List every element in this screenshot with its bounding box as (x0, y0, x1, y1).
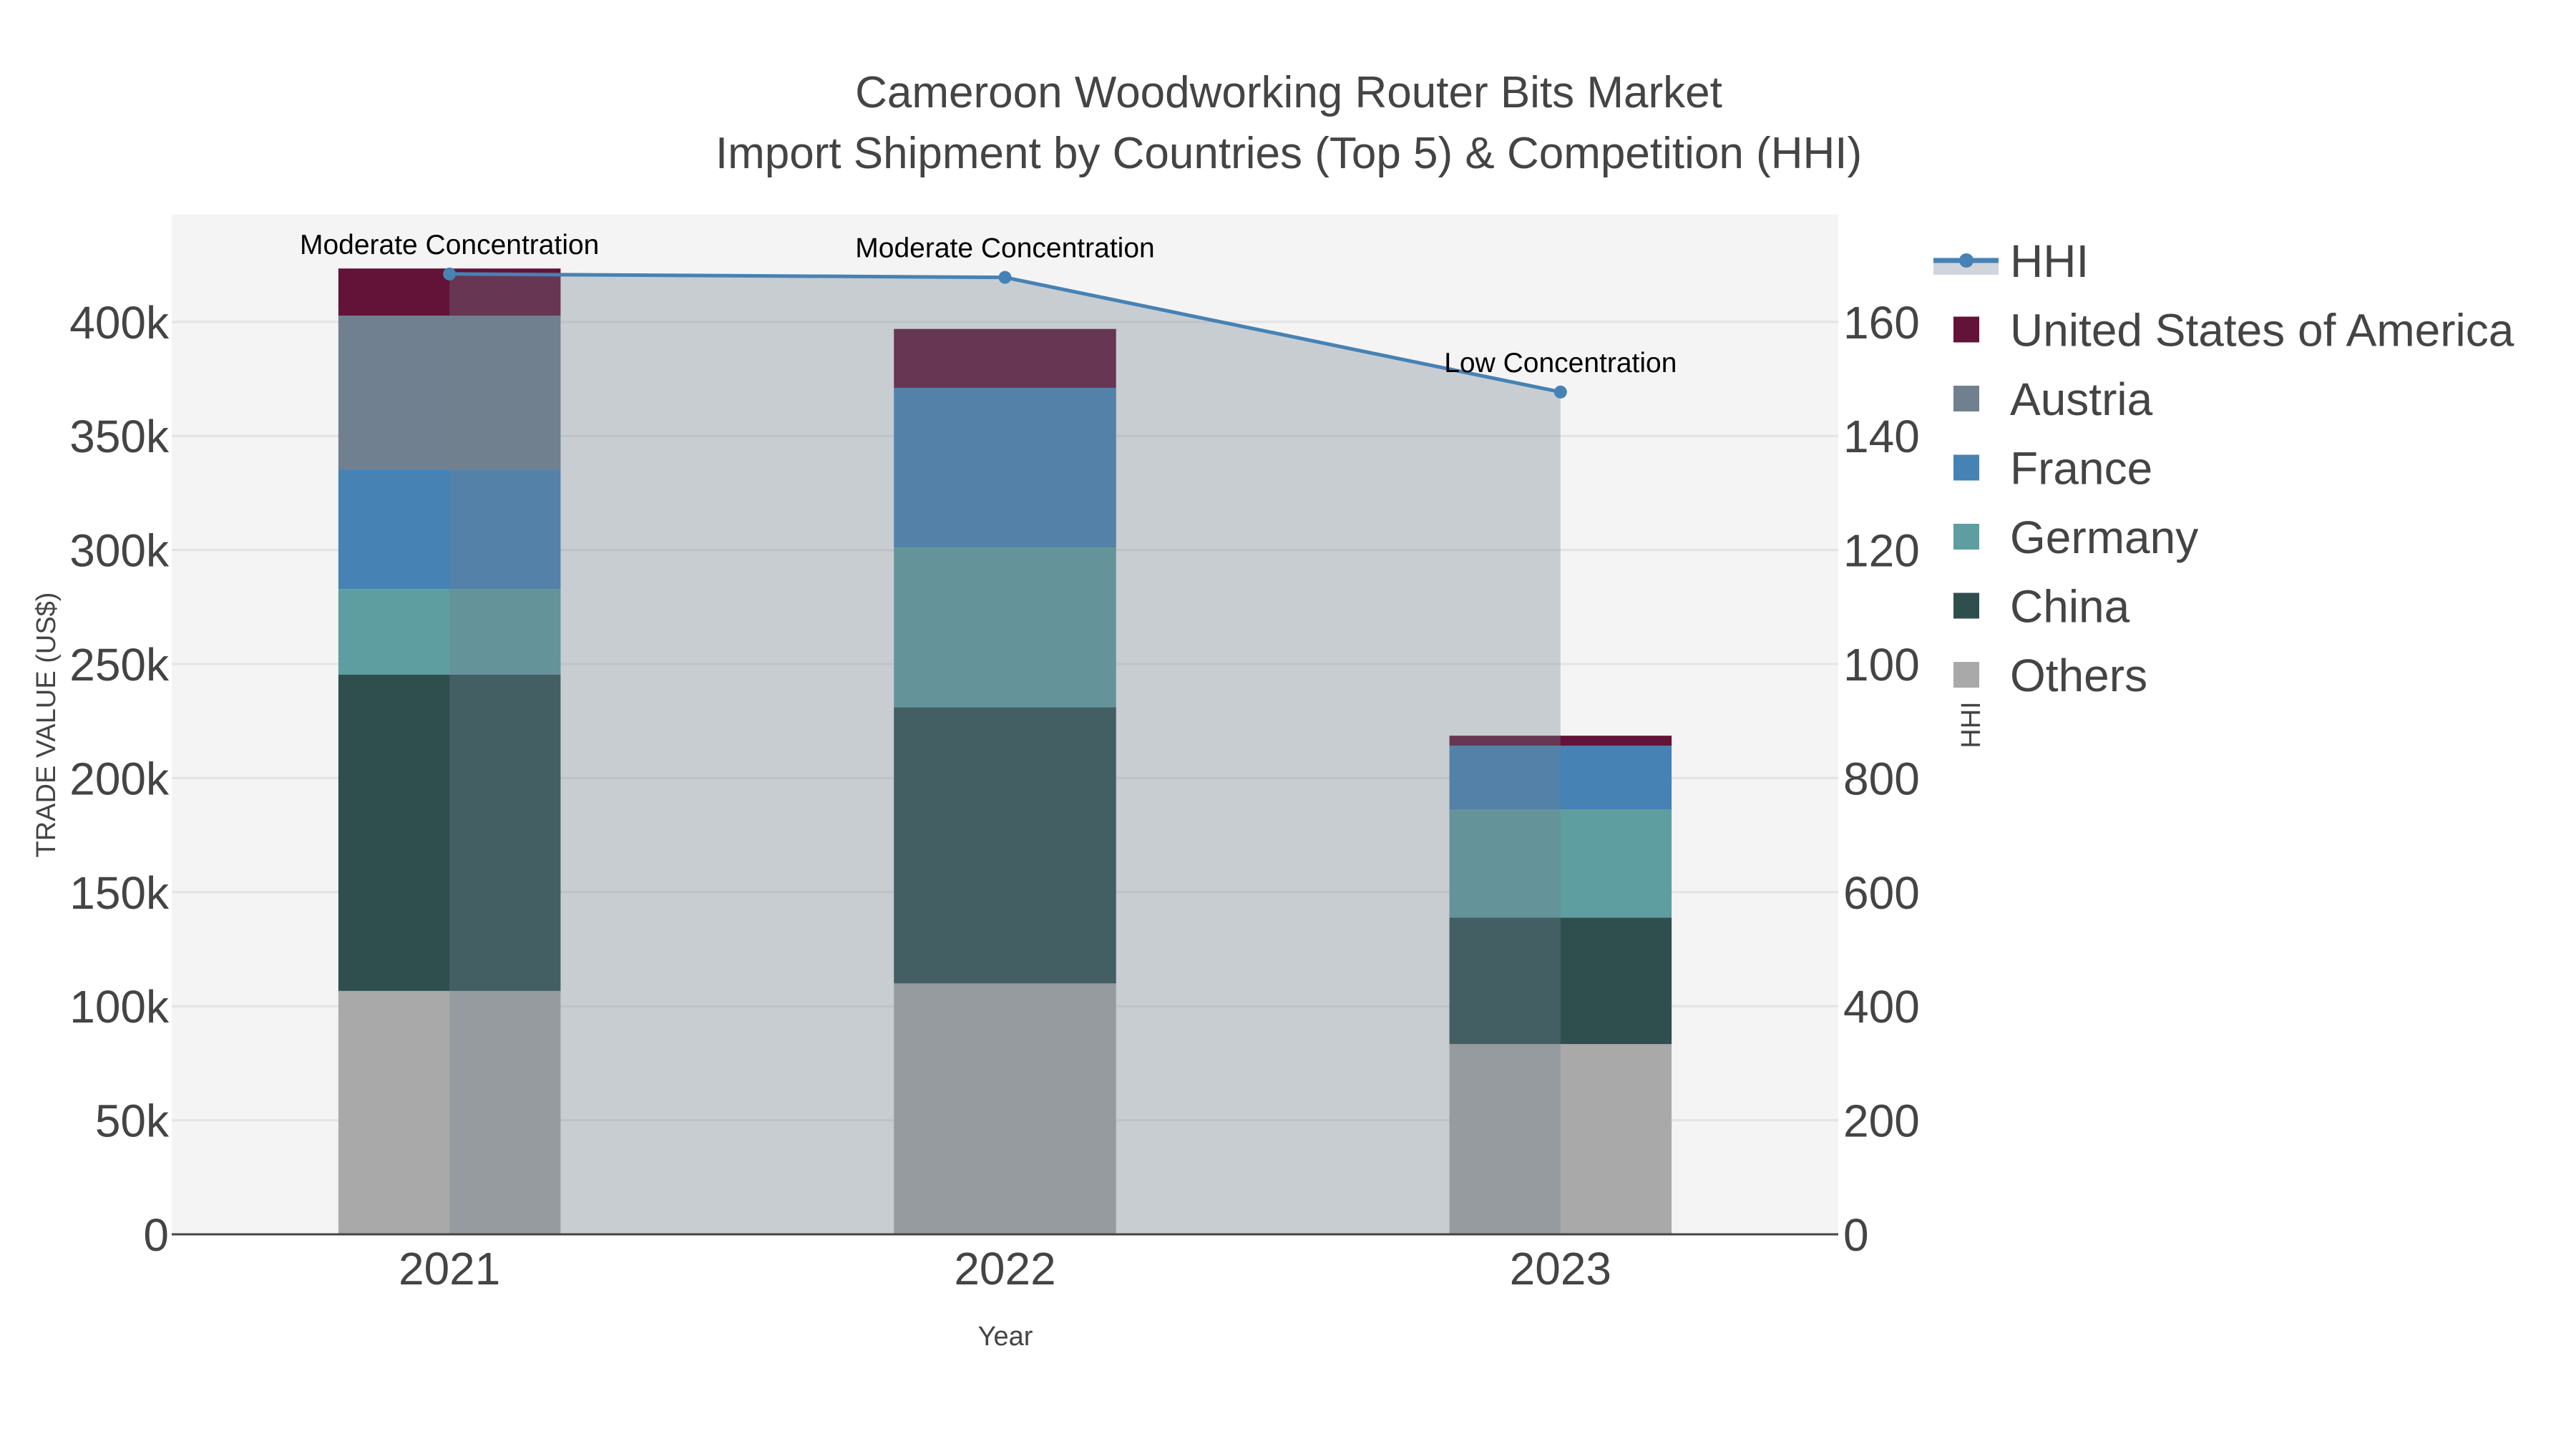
annotations: Moderate Concentration Moderate Concentra… (300, 230, 1677, 379)
x-tick-label: 2022 (954, 1243, 1055, 1294)
bar-segment (338, 990, 561, 1234)
y-axis-ticks: 0 50k 100k 150k 200k 250k 300k 350k 400k (69, 297, 170, 1261)
y2-tick-label: 100 (1843, 639, 1920, 691)
y2-tick-label: 800 (1843, 753, 1920, 804)
chart-title: Cameroon Woodworking Router Bits Market (855, 68, 1722, 117)
y-tick-label: 400k (69, 297, 170, 348)
legend-hhi-marker-icon (1959, 253, 1974, 268)
legend-item-label: France (2010, 443, 2152, 494)
y-tick-label: 150k (69, 867, 170, 919)
hhi-annotation: Low Concentration (1444, 348, 1677, 379)
y2-tick-label: 140 (1843, 411, 1920, 462)
hhi-annotation: Moderate Concentration (300, 230, 599, 260)
bar-segment (1449, 809, 1672, 918)
y2-tick-label: 400 (1843, 981, 1920, 1033)
y-tick-label: 0 (143, 1209, 169, 1261)
bar-segment (894, 983, 1116, 1234)
legend-item-label: China (2010, 581, 2130, 633)
x-tick-label: 2021 (399, 1243, 500, 1294)
y2-tick-label: 160 (1843, 297, 1920, 348)
legend-swatch-icon (1953, 524, 1979, 550)
legend: HHI United States of America Austria France… (1933, 235, 2514, 701)
x-axis-ticks: 2021 2022 2023 (399, 1243, 1611, 1294)
hhi-marker (443, 267, 457, 280)
legend-item-label: United States of America (2010, 305, 2514, 356)
hhi-fill (449, 273, 1561, 1235)
bar-segment (894, 328, 1116, 388)
bar-segment (1449, 736, 1672, 746)
hhi-marker (1553, 385, 1567, 399)
bar-segment (1449, 746, 1672, 810)
y2-axis-title: HHI (1956, 701, 1986, 748)
legend-swatch-icon (1953, 592, 1979, 619)
legend-item-label: Austria (2010, 374, 2153, 425)
y2-axis-ticks: 0 200 400 600 800 100 120 140 160 (1843, 297, 1920, 1261)
chart-subtitle: Import Shipment by Countries (Top 5) & C… (716, 129, 1862, 178)
bar-segment (894, 387, 1116, 548)
bar-segment (338, 589, 561, 675)
y2-tick-label: 120 (1843, 525, 1920, 577)
y-tick-label: 300k (69, 525, 170, 577)
y2-tick-label: 200 (1843, 1096, 1920, 1147)
bar-segment (1449, 917, 1672, 1045)
bar-segment (894, 707, 1116, 984)
hhi-annotation: Moderate Concentration (855, 233, 1154, 264)
y-axis-title: TRADE VALUE (US$) (31, 592, 62, 858)
y-tick-label: 200k (69, 753, 170, 804)
x-axis-title: Year (978, 1322, 1033, 1352)
y2-tick-label: 600 (1843, 867, 1920, 919)
legend-item-label: Others (2010, 650, 2147, 701)
legend-swatch-icon (1953, 386, 1979, 411)
hhi-line (443, 267, 1567, 399)
bar-segment (338, 469, 561, 590)
legend-item-label: Germany (2010, 512, 2198, 563)
y-tick-label: 100k (69, 981, 170, 1033)
bars (338, 268, 1672, 1234)
legend-item-label: HHI (2010, 235, 2089, 287)
y-tick-label: 350k (69, 411, 170, 462)
x-tick-label: 2023 (1510, 1243, 1611, 1294)
bar-segment (338, 316, 561, 470)
bar-segment (894, 547, 1116, 708)
hhi-marker (998, 270, 1012, 284)
legend-swatch-icon (1953, 454, 1979, 481)
bar-segment (338, 674, 561, 991)
hhi-area (449, 273, 1561, 1235)
y-tick-label: 250k (69, 639, 170, 691)
bar-segment (1449, 1044, 1672, 1234)
legend-swatch-icon (1953, 662, 1979, 688)
y2-tick-label: 0 (1843, 1209, 1869, 1261)
legend-swatch-icon (1953, 316, 1979, 343)
y-tick-label: 50k (95, 1096, 170, 1147)
